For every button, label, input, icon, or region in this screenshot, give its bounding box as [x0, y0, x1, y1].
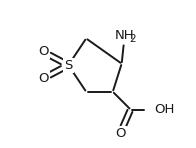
Text: 2: 2 — [130, 34, 136, 44]
Text: NH: NH — [115, 29, 134, 42]
Text: O: O — [38, 45, 48, 58]
Text: O: O — [38, 72, 48, 85]
Text: O: O — [115, 127, 125, 140]
Text: S: S — [64, 59, 73, 72]
Text: OH: OH — [154, 103, 175, 116]
